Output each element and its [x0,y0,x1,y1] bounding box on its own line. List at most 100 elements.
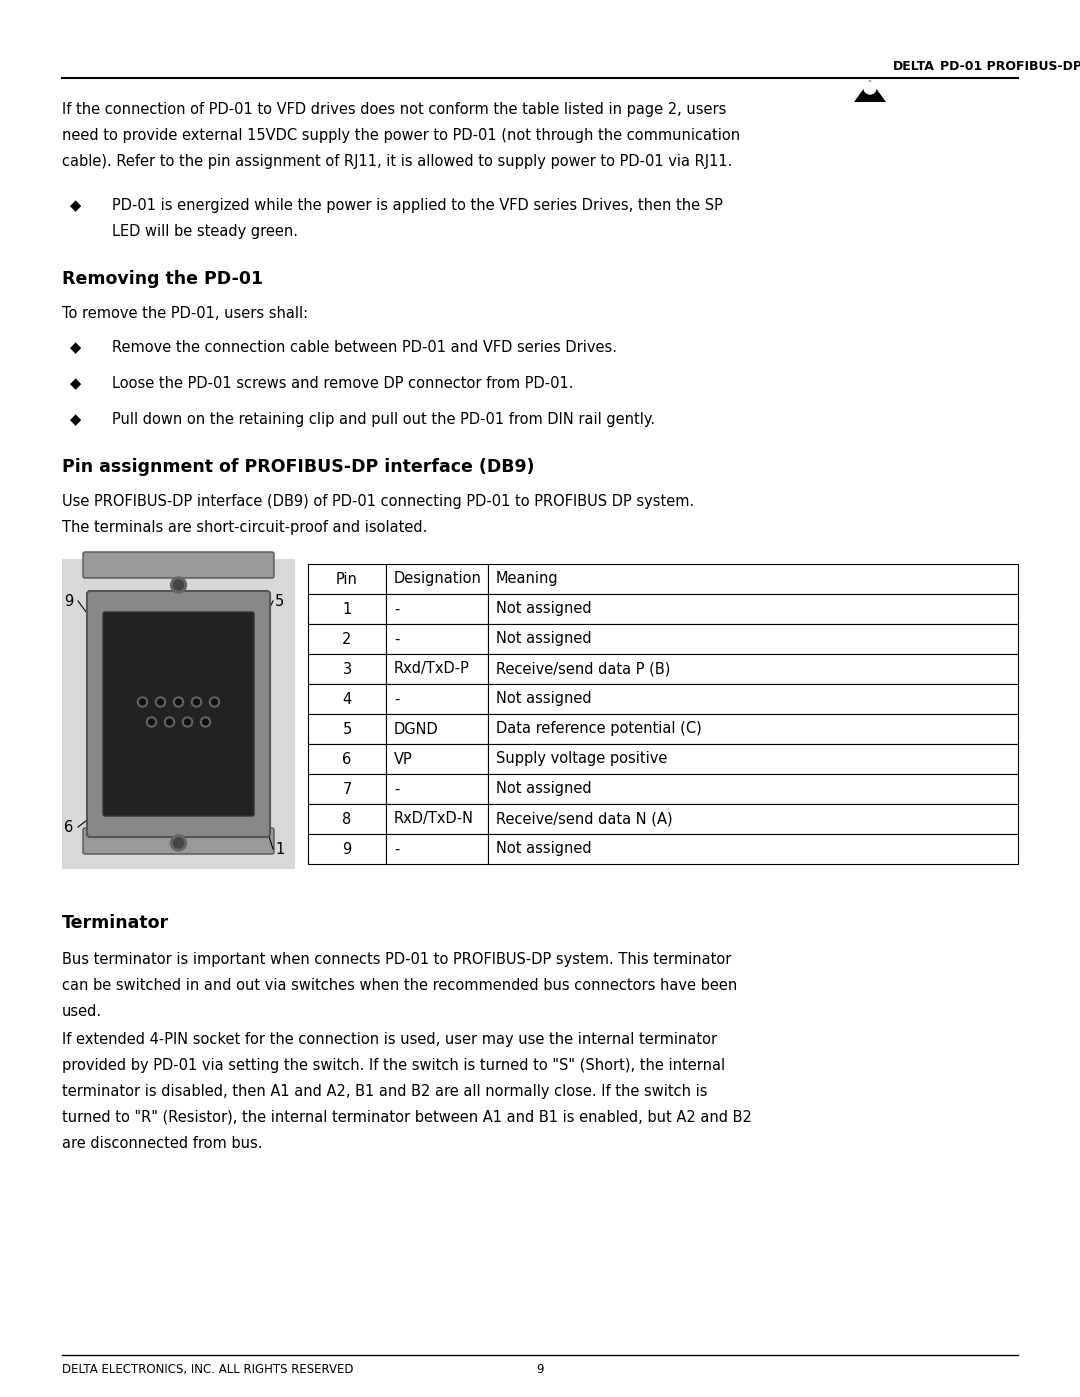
Text: 5: 5 [275,594,284,609]
Circle shape [203,719,208,725]
Text: terminator is disabled, then A1 and A2, B1 and B2 are all normally close. If the: terminator is disabled, then A1 and A2, … [62,1084,707,1099]
Bar [488,745,1018,774]
Text: -: - [394,781,400,796]
Circle shape [171,835,187,851]
Text: -: - [394,841,400,856]
Bar [308,654,386,685]
Bar [386,805,488,834]
Text: ◆: ◆ [70,198,81,212]
Text: DELTA ELECTRONICS, INC. ALL RIGHTS RESERVED: DELTA ELECTRONICS, INC. ALL RIGHTS RESER… [62,1363,353,1376]
Bar [308,594,386,624]
Text: 1: 1 [275,841,284,856]
Bar [308,624,386,654]
Text: need to provide external 15VDC supply the power to PD-01 (not through the commun: need to provide external 15VDC supply th… [62,129,740,142]
Text: Remove the connection cable between PD-01 and VFD series Drives.: Remove the connection cable between PD-0… [112,339,617,355]
Text: 9: 9 [64,594,73,609]
Text: can be switched in and out via switches when the recommended bus connectors have: can be switched in and out via switches … [62,978,738,993]
Text: LED will be steady green.: LED will be steady green. [112,224,298,239]
Text: To remove the PD-01, users shall:: To remove the PD-01, users shall: [62,306,308,321]
Text: If extended 4-PIN socket for the connection is used, user may use the internal t: If extended 4-PIN socket for the connect… [62,1032,717,1046]
Circle shape [156,697,165,707]
Text: DGND: DGND [394,721,438,736]
Bar [308,685,386,714]
Circle shape [166,719,173,725]
Bar [308,714,386,745]
Text: 6: 6 [64,820,73,834]
Text: -: - [394,692,400,707]
Bar [386,745,488,774]
Circle shape [212,698,217,705]
Text: The terminals are short-circuit-proof and isolated.: The terminals are short-circuit-proof an… [62,520,428,535]
Text: ◆: ◆ [70,339,81,355]
Circle shape [139,698,146,705]
Circle shape [183,717,192,726]
Text: provided by PD-01 via setting the switch. If the switch is turned to "S" (Short): provided by PD-01 via setting the switch… [62,1058,725,1073]
Text: PD-01 is energized while the power is applied to the VFD series Drives, then the: PD-01 is energized while the power is ap… [112,198,723,212]
Text: Not assigned: Not assigned [496,692,592,707]
Text: Rxd/TxD-P: Rxd/TxD-P [394,662,470,676]
Circle shape [137,697,148,707]
Bar [488,774,1018,805]
Bar [308,805,386,834]
Text: 3: 3 [342,662,352,676]
Text: 9: 9 [537,1363,543,1376]
Circle shape [185,719,190,725]
FancyBboxPatch shape [83,828,274,854]
Bar [386,685,488,714]
Bar [308,774,386,805]
FancyBboxPatch shape [103,612,254,816]
Text: Not assigned: Not assigned [496,631,592,647]
Text: Removing the PD-01: Removing the PD-01 [62,270,264,288]
Text: PD-01 PROFIBUS-DP Module: PD-01 PROFIBUS-DP Module [940,60,1080,73]
Text: 8: 8 [342,812,352,827]
Text: turned to "R" (Resistor), the internal terminator between A1 and B1 is enabled, : turned to "R" (Resistor), the internal t… [62,1111,752,1125]
Text: are disconnected from bus.: are disconnected from bus. [62,1136,262,1151]
FancyBboxPatch shape [87,591,270,837]
Text: Designation: Designation [394,571,482,587]
Text: Not assigned: Not assigned [496,841,592,856]
Text: VP: VP [394,752,413,767]
Bar [386,594,488,624]
Text: Pull down on the retaining clip and pull out the PD-01 from DIN rail gently.: Pull down on the retaining clip and pull… [112,412,656,427]
Bar [488,685,1018,714]
Text: 4: 4 [342,692,352,707]
Circle shape [210,697,219,707]
Circle shape [174,697,184,707]
Circle shape [174,838,184,848]
Text: If the connection of PD-01 to VFD drives does not conform the table listed in pa: If the connection of PD-01 to VFD drives… [62,102,727,117]
Circle shape [174,580,184,590]
Bar [488,654,1018,685]
Text: Terminator: Terminator [62,914,170,932]
Text: Not assigned: Not assigned [496,781,592,796]
Text: -: - [394,631,400,647]
Circle shape [864,82,876,94]
Circle shape [193,698,200,705]
Text: Pin assignment of PROFIBUS-DP interface (DB9): Pin assignment of PROFIBUS-DP interface … [62,458,535,476]
Text: RxD/TxD-N: RxD/TxD-N [394,812,474,827]
Bar [488,834,1018,863]
Circle shape [175,698,181,705]
Text: Data reference potential (C): Data reference potential (C) [496,721,702,736]
Text: Meaning: Meaning [496,571,558,587]
Text: Supply voltage positive: Supply voltage positive [496,752,667,767]
Bar [488,714,1018,745]
Bar [488,624,1018,654]
Bar [386,774,488,805]
Bar [308,564,386,594]
Text: ◆: ◆ [70,376,81,391]
Bar [62,559,295,869]
Bar [386,654,488,685]
Text: Loose the PD-01 screws and remove DP connector from PD-01.: Loose the PD-01 screws and remove DP con… [112,376,573,391]
Text: Not assigned: Not assigned [496,602,592,616]
Circle shape [147,717,157,726]
Text: ◆: ◆ [70,412,81,427]
Text: 7: 7 [342,781,352,796]
Circle shape [158,698,163,705]
Bar [386,624,488,654]
Text: DELTA: DELTA [893,60,935,73]
Circle shape [149,719,154,725]
Text: used.: used. [62,1004,103,1018]
Text: 1: 1 [342,602,352,616]
Text: cable). Refer to the pin assignment of RJ11, it is allowed to supply power to PD: cable). Refer to the pin assignment of R… [62,154,732,169]
Polygon shape [854,80,886,102]
